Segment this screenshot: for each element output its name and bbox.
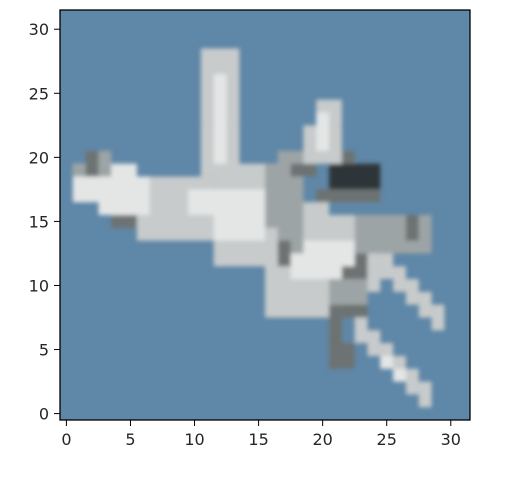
- y-tick-label: 0: [39, 405, 49, 424]
- pixel-block-tail-fin-upper-0: [418, 381, 432, 408]
- y-tick-label: 15: [29, 212, 49, 231]
- pixel-block-nose-dark-1: [85, 150, 99, 177]
- pixel-block-exhaust-0: [329, 163, 381, 190]
- image-layer: [60, 10, 470, 420]
- pixel-block-tail-dark-1: [329, 304, 342, 344]
- x-tick-label: 10: [184, 430, 204, 449]
- pixel-block-lower-fin-highlight-0: [316, 112, 330, 151]
- pixel-block-tail-dark-3: [354, 253, 368, 280]
- region-body-highlight: [188, 189, 278, 241]
- region-tail-fin-upper-highlight: [380, 355, 406, 382]
- x-axis: 0 5 10 15 20 25 30: [61, 420, 461, 449]
- axes-frame: [59, 9, 471, 421]
- pixel-block-tail-fin-upper-1: [405, 368, 419, 395]
- pixel-block-tail-mid-0: [329, 279, 368, 305]
- pixel-block-tail-fin-upper-highlight-1: [380, 355, 394, 369]
- region-right-engine: [405, 215, 419, 241]
- pixel-block-main-wing-highlight-0: [213, 74, 227, 164]
- region-main-wing-highlight: [213, 74, 227, 164]
- region-wing-root-dark: [277, 163, 317, 267]
- pixel-block-tail-mid-1: [354, 215, 406, 254]
- y-tick-label: 5: [39, 341, 49, 360]
- x-tick-label: 5: [125, 430, 135, 449]
- pixel-block-wing-root-dark-1: [290, 163, 317, 177]
- region-nose-dark: [85, 150, 137, 228]
- pixel-block-nose-1: [98, 176, 150, 215]
- x-tick-label: 15: [248, 430, 268, 449]
- region-tail-fin-lower: [380, 253, 445, 331]
- pixel-block-body-highlight-0: [188, 189, 278, 215]
- pixel-block-tail-fin-lower-1: [418, 291, 432, 318]
- pixel-block-tail-fin-upper-highlight-0: [393, 368, 406, 382]
- pixel-block-nose-dark-0: [111, 215, 137, 228]
- x-tick-label: 0: [61, 430, 71, 449]
- pixel-block-tail-fin-lower-0: [431, 304, 445, 331]
- y-tick-label: 10: [29, 276, 49, 295]
- pixel-block-tail-fin-upper-5: [354, 317, 368, 344]
- y-axis: 0 5 10 15 20 25 30: [29, 20, 60, 424]
- pixel-block-wing-root-dark-0: [277, 240, 291, 267]
- pixel-block-tail-fin-upper-4: [367, 330, 381, 356]
- pixel-block-tail-dark-0: [329, 343, 355, 369]
- y-tick-label: 25: [29, 84, 49, 103]
- x-tick-label: 20: [312, 430, 332, 449]
- region-lower-fin-highlight: [316, 112, 330, 151]
- pixel-block-tail-fin-lower-4: [380, 253, 394, 280]
- y-tick-label: 30: [29, 20, 49, 39]
- pixel-block-wing-root-shadow-1: [265, 163, 291, 228]
- image-regions: [72, 48, 445, 408]
- pixel-block-tail-fin-lower-3: [393, 266, 406, 292]
- pixel-block-body-highlight-1: [213, 215, 265, 241]
- region-exhaust: [329, 163, 381, 190]
- y-tick-label: 20: [29, 148, 49, 167]
- x-tick-label: 25: [377, 430, 397, 449]
- pixel-block-right-engine-0: [405, 215, 419, 241]
- x-tick-label: 30: [441, 430, 461, 449]
- pixel-block-tail-fin-lower-2: [405, 279, 419, 305]
- pixel-block-exhaust-frame-0: [316, 189, 381, 203]
